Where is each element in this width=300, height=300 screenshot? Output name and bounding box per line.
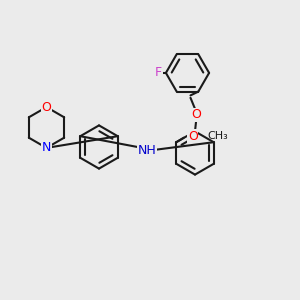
Text: O: O [192,108,201,122]
Text: CH₃: CH₃ [207,131,228,141]
Text: NH: NH [138,143,156,157]
Text: N: N [42,141,51,154]
Text: O: O [188,130,198,143]
Text: F: F [155,66,162,80]
Text: O: O [42,100,51,114]
